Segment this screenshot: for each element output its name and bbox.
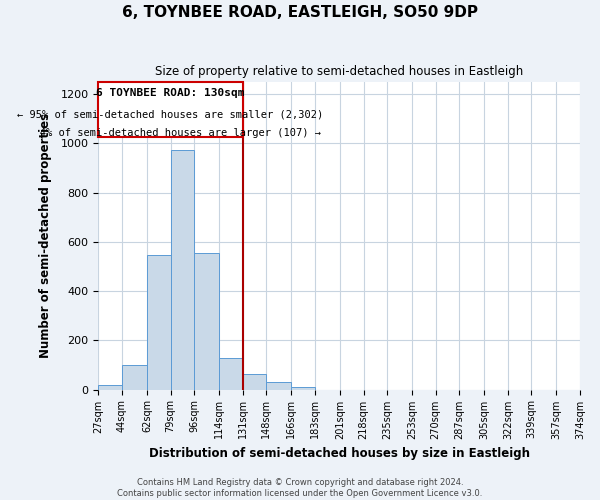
X-axis label: Distribution of semi-detached houses by size in Eastleigh: Distribution of semi-detached houses by …: [149, 447, 530, 460]
Bar: [292, 387, 315, 390]
Text: ← 95% of semi-detached houses are smaller (2,302): ← 95% of semi-detached houses are smalle…: [17, 110, 324, 120]
Bar: [266, 382, 292, 390]
Text: 6 TOYNBEE ROAD: 130sqm: 6 TOYNBEE ROAD: 130sqm: [97, 88, 245, 98]
Bar: [243, 374, 266, 390]
Bar: [122, 365, 147, 390]
Bar: [147, 256, 170, 390]
FancyBboxPatch shape: [98, 82, 243, 138]
Text: Contains HM Land Registry data © Crown copyright and database right 2024.
Contai: Contains HM Land Registry data © Crown c…: [118, 478, 482, 498]
Bar: [98, 384, 122, 390]
Bar: [194, 253, 219, 390]
Bar: [219, 358, 243, 390]
Bar: [170, 150, 194, 390]
Y-axis label: Number of semi-detached properties: Number of semi-detached properties: [39, 113, 52, 358]
Text: 6, TOYNBEE ROAD, EASTLEIGH, SO50 9DP: 6, TOYNBEE ROAD, EASTLEIGH, SO50 9DP: [122, 5, 478, 20]
Title: Size of property relative to semi-detached houses in Eastleigh: Size of property relative to semi-detach…: [155, 65, 523, 78]
Text: 4% of semi-detached houses are larger (107) →: 4% of semi-detached houses are larger (1…: [20, 128, 320, 138]
